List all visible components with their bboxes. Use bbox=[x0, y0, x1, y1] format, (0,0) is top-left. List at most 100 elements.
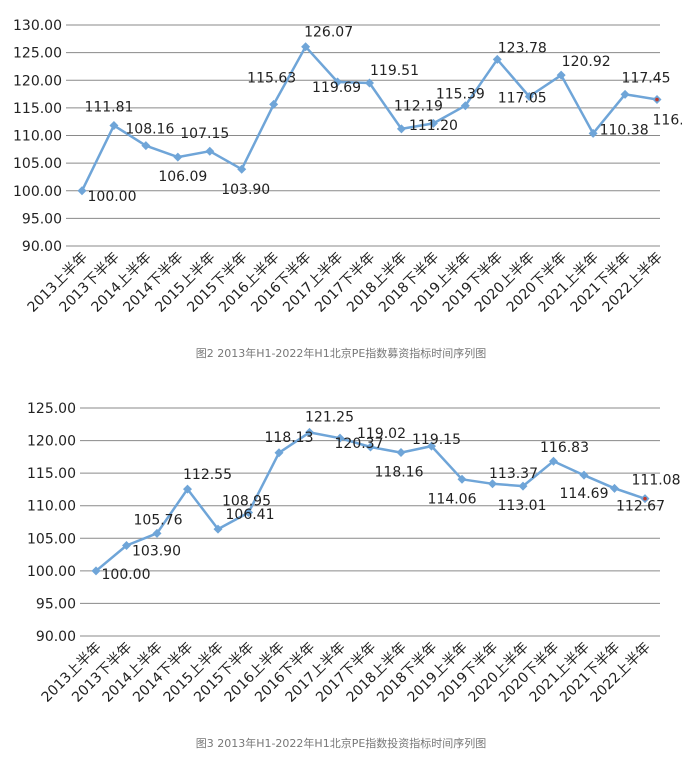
data-label: 115.63 bbox=[247, 70, 296, 86]
data-point bbox=[556, 70, 566, 80]
data-point bbox=[122, 540, 131, 550]
data-label: 113.37 bbox=[489, 466, 538, 482]
data-label: 112.67 bbox=[616, 498, 665, 514]
data-label: 117.05 bbox=[498, 91, 547, 107]
y-tick-label: 95.00 bbox=[36, 596, 76, 612]
data-label: 118.13 bbox=[265, 430, 314, 446]
data-point bbox=[366, 442, 375, 452]
data-point bbox=[274, 448, 284, 458]
data-label: 103.90 bbox=[132, 543, 181, 559]
data-label: 121.25 bbox=[305, 409, 354, 425]
data-point bbox=[237, 164, 247, 174]
data-label: 114.69 bbox=[560, 486, 609, 502]
data-point bbox=[620, 89, 630, 99]
data-point bbox=[335, 433, 345, 443]
data-point bbox=[518, 481, 528, 491]
data-point bbox=[365, 78, 374, 88]
data-point bbox=[610, 483, 619, 493]
data-point bbox=[524, 92, 534, 102]
data-label: 100.00 bbox=[88, 189, 137, 205]
data-label: 123.78 bbox=[498, 40, 547, 56]
data-point-highlight bbox=[655, 97, 659, 102]
data-point bbox=[333, 77, 343, 87]
figure-3-caption: 图3 2013年H1-2022年H1北京PE指数投资指标时间序列图 bbox=[195, 737, 487, 750]
data-label: 106.41 bbox=[226, 507, 275, 523]
data-point bbox=[460, 101, 470, 111]
y-tick-label: 110.00 bbox=[27, 499, 76, 515]
data-label: 117.45 bbox=[622, 70, 671, 86]
data-label: 119.15 bbox=[412, 432, 461, 448]
figure-2-caption: 图2 2013年H1-2022年H1北京PE指数募资指标时间序列图 bbox=[195, 347, 487, 360]
data-label: 105.76 bbox=[134, 512, 183, 528]
data-labels: 100.00 111.81 108.16 106.09 107.15 103.90 115.… bbox=[84, 25, 682, 205]
data-points bbox=[91, 427, 650, 576]
data-label: 120.37 bbox=[335, 436, 384, 452]
data-label: 118.16 bbox=[375, 465, 424, 481]
data-point bbox=[205, 146, 215, 156]
data-point bbox=[152, 528, 162, 538]
data-label: 116.51 bbox=[653, 113, 682, 129]
y-axis-ticks: 90.00 95.00 100.00 105.00 110.00 115.00 120.00… bbox=[27, 401, 76, 645]
data-point bbox=[173, 152, 183, 162]
data-label: 103.90 bbox=[221, 182, 270, 198]
data-label: 119.02 bbox=[357, 426, 406, 442]
data-label: 114.06 bbox=[428, 491, 477, 507]
y-tick-label: 105.00 bbox=[27, 531, 76, 547]
y-axis-ticks: 90.00 95.00 100.00 105.00 110.00 115.00 120.00… bbox=[13, 18, 62, 255]
data-label: 108.16 bbox=[125, 122, 174, 138]
y-tick-label: 110.00 bbox=[13, 129, 62, 145]
investment-chart-svg: 90.00 95.00 100.00 105.00 110.00 115.00 120.00… bbox=[27, 401, 681, 706]
data-label: 119.69 bbox=[312, 80, 361, 96]
data-label: 113.01 bbox=[498, 498, 547, 514]
y-tick-label: 90.00 bbox=[22, 239, 62, 255]
y-tick-label: 130.00 bbox=[13, 18, 62, 34]
data-point bbox=[579, 470, 589, 480]
data-point bbox=[77, 186, 87, 196]
data-point bbox=[213, 524, 223, 534]
y-tick-label: 100.00 bbox=[13, 184, 62, 200]
data-label: 115.39 bbox=[436, 87, 485, 103]
y-tick-label: 95.00 bbox=[22, 211, 62, 227]
data-point bbox=[488, 479, 497, 489]
data-label: 107.15 bbox=[180, 126, 229, 142]
data-label: 126.07 bbox=[304, 25, 353, 41]
data-point bbox=[269, 99, 279, 109]
data-point bbox=[305, 427, 314, 437]
y-tick-label: 125.00 bbox=[13, 46, 62, 62]
gridlines bbox=[66, 24, 660, 247]
data-point bbox=[109, 120, 119, 130]
data-label: 110.38 bbox=[600, 122, 649, 138]
data-point bbox=[427, 441, 436, 451]
investment-index-chart: 90.00 95.00 100.00 105.00 110.00 115.00 120.00… bbox=[0, 385, 682, 725]
gridlines bbox=[80, 407, 660, 637]
data-label: 112.55 bbox=[183, 467, 232, 483]
x-axis-ticks: 2013上半年2013下半年2014上半年2014下半年2015上半年2015下… bbox=[25, 250, 666, 316]
data-point bbox=[91, 566, 101, 576]
data-point bbox=[588, 128, 598, 138]
data-label: 112.19 bbox=[394, 98, 443, 114]
data-label: 116.83 bbox=[540, 440, 589, 456]
data-label: 108.95 bbox=[222, 494, 271, 510]
data-points bbox=[77, 42, 662, 196]
data-label: 111.20 bbox=[409, 118, 458, 134]
fundraising-index-chart: 90.00 95.00 100.00 105.00 110.00 115.00 120.00… bbox=[0, 0, 682, 340]
data-point bbox=[183, 484, 192, 494]
y-tick-label: 125.00 bbox=[27, 401, 76, 417]
data-point bbox=[141, 141, 151, 151]
data-point bbox=[301, 42, 311, 52]
data-label: 106.09 bbox=[158, 169, 207, 185]
y-tick-label: 115.00 bbox=[13, 101, 62, 117]
data-point bbox=[396, 124, 406, 134]
y-tick-label: 120.00 bbox=[27, 434, 76, 450]
y-tick-label: 120.00 bbox=[13, 73, 62, 89]
y-tick-label: 100.00 bbox=[27, 564, 76, 580]
y-tick-label: 105.00 bbox=[13, 156, 62, 172]
y-tick-label: 90.00 bbox=[36, 629, 76, 645]
data-label: 100.00 bbox=[102, 567, 151, 583]
data-point bbox=[492, 54, 502, 64]
data-point bbox=[457, 474, 467, 484]
x-axis-ticks: 2013上半年2013下半年2014上半年2014下半年2015上半年2015下… bbox=[39, 640, 654, 706]
y-tick-label: 115.00 bbox=[27, 466, 76, 482]
data-label: 120.92 bbox=[562, 54, 611, 70]
